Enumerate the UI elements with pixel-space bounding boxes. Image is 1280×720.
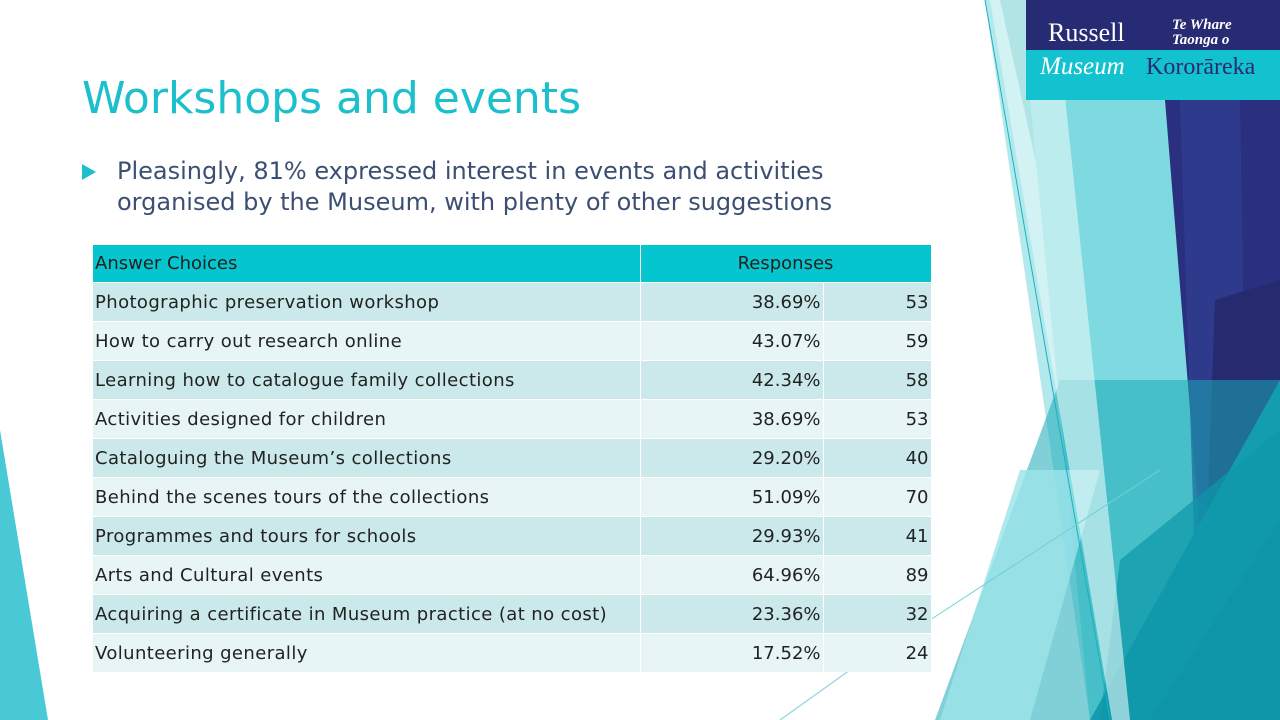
response-percent: 43.07% bbox=[640, 321, 824, 361]
table-row: Programmes and tours for schools 29.93% … bbox=[93, 516, 932, 556]
response-count: 59 bbox=[823, 321, 932, 361]
table-row: Behind the scenes tours of the collectio… bbox=[93, 477, 932, 517]
bullet-arrow-icon bbox=[82, 164, 96, 180]
answer-choice: Arts and Cultural events bbox=[93, 555, 641, 595]
table-row: Arts and Cultural events 64.96% 89 bbox=[93, 555, 932, 595]
table-row: Cataloguing the Museum’s collections 29.… bbox=[93, 438, 932, 478]
bullet-point: Pleasingly, 81% expressed interest in ev… bbox=[82, 156, 942, 218]
response-percent: 29.20% bbox=[640, 438, 824, 478]
logo-top-band bbox=[1026, 0, 1280, 50]
museum-logo: Russell Te Whare Taonga o Museum Kororār… bbox=[1026, 0, 1280, 100]
answer-choice: Acquiring a certificate in Museum practi… bbox=[93, 594, 641, 634]
table-row: How to carry out research online 43.07% … bbox=[93, 321, 932, 361]
answer-choice: Programmes and tours for schools bbox=[93, 516, 641, 556]
bullet-text: Pleasingly, 81% expressed interest in ev… bbox=[117, 157, 833, 216]
table-row: Learning how to catalogue family collect… bbox=[93, 360, 932, 400]
table-header-row: Answer Choices Responses bbox=[93, 245, 932, 283]
table-row: Activities designed for children 38.69% … bbox=[93, 399, 932, 439]
answer-choice: Cataloguing the Museum’s collections bbox=[93, 438, 641, 478]
answer-choice: Learning how to catalogue family collect… bbox=[93, 360, 641, 400]
response-count: 58 bbox=[823, 360, 932, 400]
logo-bottom-band bbox=[1026, 50, 1280, 100]
response-count: 40 bbox=[823, 438, 932, 478]
response-count: 53 bbox=[823, 282, 932, 322]
response-count: 32 bbox=[823, 594, 932, 634]
slide-title: Workshops and events bbox=[82, 73, 581, 124]
header-answer-choices: Answer Choices bbox=[93, 245, 641, 283]
response-count: 89 bbox=[823, 555, 932, 595]
answer-choice: Volunteering generally bbox=[93, 633, 641, 672]
header-responses: Responses bbox=[640, 245, 932, 283]
response-percent: 23.36% bbox=[640, 594, 824, 634]
answer-choice: Photographic preservation workshop bbox=[93, 282, 641, 322]
table-row: Acquiring a certificate in Museum practi… bbox=[93, 594, 932, 634]
response-percent: 29.93% bbox=[640, 516, 824, 556]
response-percent: 64.96% bbox=[640, 555, 824, 595]
response-percent: 42.34% bbox=[640, 360, 824, 400]
table-row: Photographic preservation workshop 38.69… bbox=[93, 282, 932, 322]
logo-kororareka: Kororāreka bbox=[1146, 54, 1256, 80]
response-count: 70 bbox=[823, 477, 932, 517]
answer-choice: How to carry out research online bbox=[93, 321, 641, 361]
response-count: 41 bbox=[823, 516, 932, 556]
logo-te-whare-line1: Te Whare bbox=[1172, 17, 1232, 33]
table-row: Volunteering generally 17.52% 24 bbox=[93, 633, 932, 672]
answer-choice: Activities designed for children bbox=[93, 399, 641, 439]
answer-choice: Behind the scenes tours of the collectio… bbox=[93, 477, 641, 517]
response-percent: 38.69% bbox=[640, 282, 824, 322]
responses-table: Answer Choices Responses Photographic pr… bbox=[93, 245, 932, 672]
response-count: 53 bbox=[823, 399, 932, 439]
logo-te-whare: Te Whare Taonga o bbox=[1172, 18, 1232, 48]
logo-te-whare-line2: Taonga o bbox=[1172, 32, 1230, 48]
response-percent: 38.69% bbox=[640, 399, 824, 439]
response-percent: 17.52% bbox=[640, 633, 824, 672]
response-percent: 51.09% bbox=[640, 477, 824, 517]
logo-museum: Museum bbox=[1040, 53, 1125, 80]
response-count: 24 bbox=[823, 633, 932, 672]
logo-russell: Russell bbox=[1048, 18, 1125, 47]
